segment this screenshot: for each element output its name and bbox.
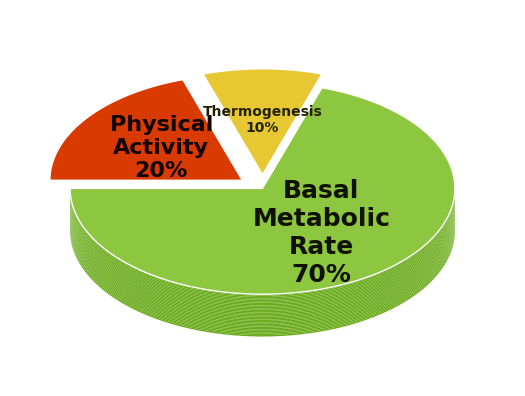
Polygon shape	[70, 204, 455, 311]
Polygon shape	[70, 88, 455, 294]
Polygon shape	[70, 192, 455, 300]
Text: Physical
Activity
20%: Physical Activity 20%	[110, 115, 213, 181]
Polygon shape	[70, 217, 455, 324]
Polygon shape	[70, 202, 455, 310]
Polygon shape	[70, 197, 455, 304]
Polygon shape	[70, 209, 455, 317]
Polygon shape	[70, 221, 455, 328]
Polygon shape	[70, 224, 455, 331]
Polygon shape	[70, 194, 455, 301]
Polygon shape	[70, 200, 455, 307]
Polygon shape	[70, 201, 455, 308]
Polygon shape	[70, 188, 455, 295]
Polygon shape	[70, 207, 455, 314]
Polygon shape	[70, 205, 455, 312]
Polygon shape	[50, 80, 242, 180]
Text: Basal
Metabolic
Rate
70%: Basal Metabolic Rate 70%	[253, 179, 390, 287]
Polygon shape	[70, 222, 455, 329]
Polygon shape	[70, 191, 455, 299]
Polygon shape	[203, 69, 322, 175]
Polygon shape	[70, 215, 455, 322]
Polygon shape	[70, 227, 455, 334]
Polygon shape	[70, 228, 455, 335]
Polygon shape	[70, 208, 455, 315]
Polygon shape	[70, 211, 455, 318]
Polygon shape	[70, 212, 455, 320]
Polygon shape	[70, 229, 455, 337]
Polygon shape	[70, 225, 455, 332]
Polygon shape	[70, 198, 455, 305]
Polygon shape	[70, 196, 455, 303]
Polygon shape	[70, 190, 455, 297]
Polygon shape	[70, 218, 455, 325]
Polygon shape	[70, 219, 455, 327]
Text: Thermogenesis
10%: Thermogenesis 10%	[203, 105, 322, 135]
Polygon shape	[70, 214, 455, 321]
